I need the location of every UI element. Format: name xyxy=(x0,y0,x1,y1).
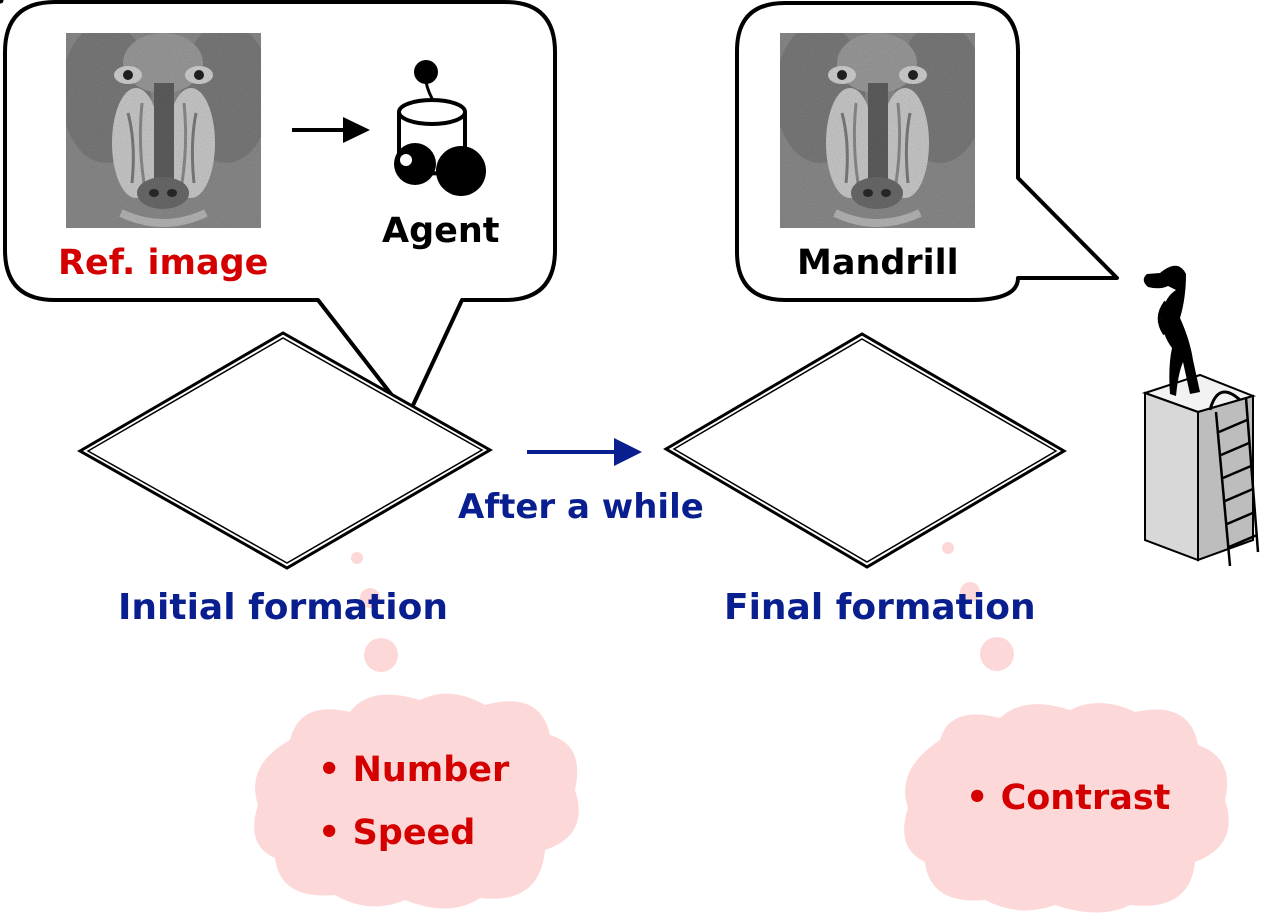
agent-label: Agent xyxy=(382,211,500,251)
ref-image-label: Ref. image xyxy=(58,243,269,283)
observer-on-building-icon xyxy=(1141,265,1260,567)
final-formation-label: Final formation xyxy=(724,587,1036,628)
bullet-speed: • Speed xyxy=(318,813,476,853)
initial-formation-label: Initial formation xyxy=(118,587,448,628)
after-a-while-label: After a while xyxy=(458,487,704,527)
mandrill-label: Mandrill xyxy=(797,243,959,283)
thought-bubble-left xyxy=(254,552,579,909)
bullet-contrast: • Contrast xyxy=(966,778,1171,818)
ref-image-photo xyxy=(61,23,271,228)
agent-dot xyxy=(0,0,4,4)
bullet-speed-text: Speed xyxy=(352,813,476,853)
thought-bubble-right xyxy=(904,542,1229,913)
final-formation-agents xyxy=(0,0,4,4)
bullet-contrast-text: Contrast xyxy=(1000,778,1171,818)
ref-to-agent-arrow xyxy=(292,117,370,143)
bullet-number-text: Number xyxy=(352,750,510,790)
robot-agent-icon xyxy=(394,60,486,196)
after-a-while-arrow xyxy=(527,438,642,466)
mandrill-photo xyxy=(775,23,985,228)
final-formation-board xyxy=(0,0,1067,569)
bullet-number: • Number xyxy=(318,750,510,790)
